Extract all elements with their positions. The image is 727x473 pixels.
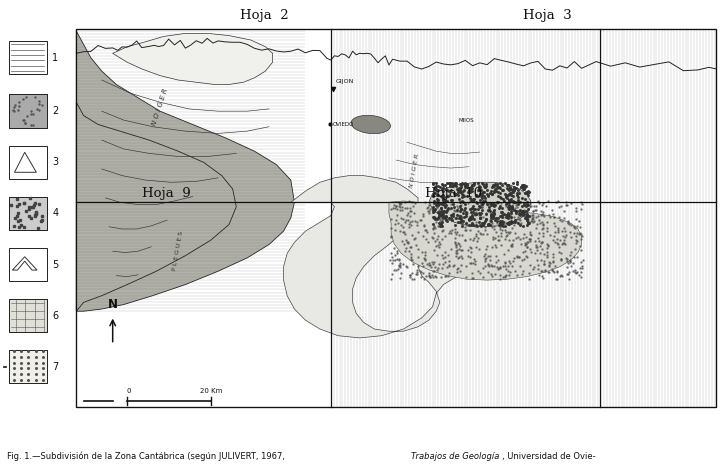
Text: OVIEDO: OVIEDO [333, 122, 354, 127]
Text: Trabajos de Geología: Trabajos de Geología [411, 452, 499, 461]
Text: N O I G E R: N O I G E R [409, 154, 420, 189]
Text: N: N [108, 298, 118, 311]
Text: 7: 7 [52, 362, 59, 372]
Bar [9, 95, 47, 128]
Polygon shape [15, 152, 36, 172]
Text: 4: 4 [52, 209, 58, 219]
Text: 3: 3 [52, 158, 58, 167]
Text: Hoja  2: Hoja 2 [240, 9, 289, 22]
Text: Hoja  9: Hoja 9 [142, 187, 190, 200]
Bar [9, 197, 47, 230]
Bar [9, 248, 47, 281]
Polygon shape [284, 175, 483, 338]
Bar [9, 350, 47, 384]
Bar [9, 95, 47, 128]
Text: P L E G U E S: P L E G U E S [172, 231, 184, 272]
Text: 6: 6 [52, 311, 58, 321]
Bar [9, 197, 47, 230]
Text: Hoja  10: Hoja 10 [425, 187, 482, 200]
Bar [9, 350, 47, 384]
Text: Hoja  3: Hoja 3 [523, 9, 572, 22]
Polygon shape [12, 257, 37, 270]
Text: Fig. 1.—Subdivisión de la Zona Cantábrica (según JULIVERT, 1967,: Fig. 1.—Subdivisión de la Zona Cantábric… [7, 452, 288, 461]
Text: 5: 5 [52, 260, 59, 270]
Bar [76, 29, 716, 407]
Text: 20 Km: 20 Km [200, 388, 222, 394]
Bar [9, 146, 47, 179]
Bar [9, 299, 47, 333]
Bar [76, 29, 716, 407]
Text: 2: 2 [52, 106, 59, 116]
Text: 1: 1 [52, 53, 58, 63]
Polygon shape [113, 33, 273, 85]
Text: , Universidad de Ovie-: , Universidad de Ovie- [502, 452, 595, 461]
Ellipse shape [351, 115, 390, 134]
Text: 0: 0 [126, 388, 131, 394]
Text: GIJON: GIJON [336, 79, 354, 84]
Polygon shape [389, 201, 582, 280]
Text: MIIOS: MIIOS [458, 118, 473, 123]
Bar [9, 299, 47, 333]
Text: N O I G E R: N O I G E R [151, 88, 169, 126]
Polygon shape [429, 182, 531, 227]
Bar [9, 41, 47, 74]
Polygon shape [76, 31, 294, 311]
